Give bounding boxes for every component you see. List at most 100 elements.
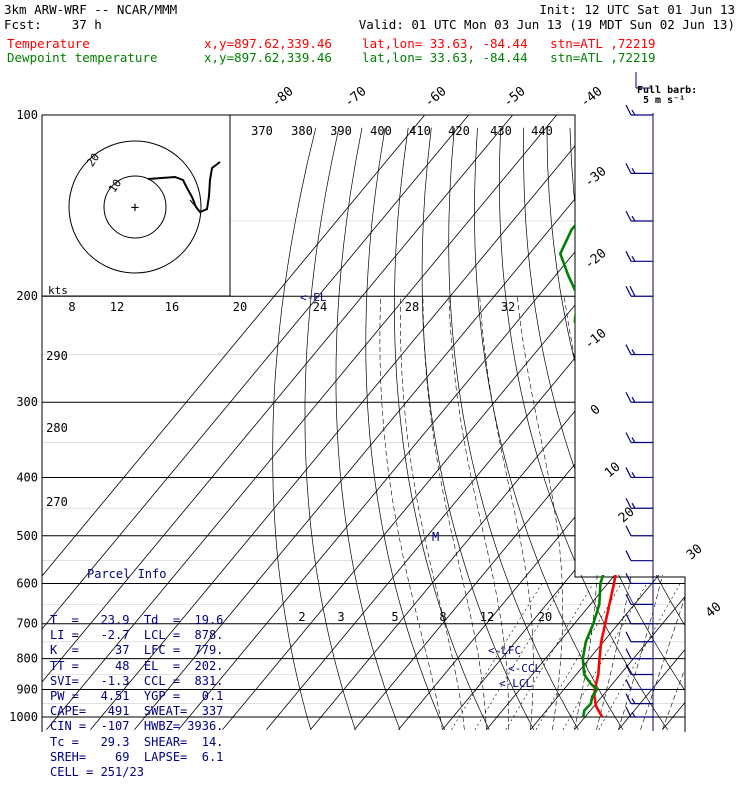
parcel-top-marker: M — [432, 530, 439, 544]
wind-barb — [626, 665, 653, 675]
barb-flag-half — [632, 256, 635, 261]
dry-adiabat — [394, 128, 489, 730]
barb-flag-half — [632, 168, 635, 173]
barb-flag-full — [626, 433, 631, 443]
pressure-tick-label: 300 — [16, 395, 38, 409]
parcel-info-row: LI = -2.7 LCL = 878. — [50, 628, 234, 643]
hodograph-units: kts — [48, 284, 68, 297]
wind-barb — [626, 679, 653, 689]
mixing-ratio-label: 2 — [298, 610, 305, 624]
mixing-ratio-label: 5 — [391, 610, 398, 624]
theta-label: 380 — [291, 124, 313, 138]
pressure-tick-label: 500 — [16, 529, 38, 543]
moist-adiabat — [380, 296, 443, 730]
barb-flag-full — [626, 594, 631, 604]
wind-barb — [626, 594, 653, 604]
parcel-info-row: PW = 4.51 YGP = 0.1 — [50, 689, 234, 704]
dry-adiabat — [366, 128, 445, 730]
barb-flag-full — [626, 707, 631, 717]
barb-flag-full — [626, 665, 631, 675]
dry-adiabat — [593, 128, 740, 730]
barb-flag-full — [626, 679, 631, 689]
pressure-tick-label: 400 — [16, 470, 38, 484]
theta-label: 430 — [490, 124, 512, 138]
pressure-tick-label: 700 — [16, 617, 38, 631]
theta-label: 410 — [409, 124, 431, 138]
barb-flag-half — [632, 110, 635, 115]
parcel-info-row: TT = 48 EL = 202. — [50, 659, 234, 674]
dry-adiabat — [616, 128, 740, 730]
dry-adiabat — [547, 128, 740, 730]
moist-adiabat — [400, 296, 464, 730]
wind-barb — [626, 251, 653, 261]
parcel-info-row: Tc = 29.3 SHEAR= 14. — [50, 735, 234, 750]
theta-label: 400 — [370, 124, 392, 138]
parcel-info-row: T = 23.9 Td = 19.6 — [50, 613, 234, 628]
mixing-ratio-label: 8 — [439, 610, 446, 624]
moist-adiabat — [423, 296, 487, 730]
isotherm-label: -10 — [582, 326, 610, 353]
barb-flag-full — [626, 551, 631, 561]
wind-barb — [626, 467, 653, 477]
level-marker-ccl: <-CCL — [508, 662, 541, 675]
dry-adiabat — [732, 128, 740, 730]
moist-adiabat — [662, 296, 740, 730]
moist-adiabat — [564, 296, 598, 730]
theta-label: 390 — [330, 124, 352, 138]
barb-legend: Full barb: 5 m s⁻¹ — [637, 85, 697, 106]
dry-adiabat — [709, 128, 740, 730]
dry-adiabat — [524, 128, 713, 730]
pressure-tick-label: 800 — [16, 652, 38, 666]
wind-barb — [626, 707, 653, 717]
pressure-tick-label: 100 — [16, 108, 38, 122]
pressure-tick-label: 200 — [16, 289, 38, 303]
barb-flag-full — [626, 467, 631, 477]
mixing-ratio-label: 20 — [538, 610, 552, 624]
wind-barb — [626, 573, 653, 583]
isotherm-label: 30 — [684, 542, 706, 564]
isotherm-line — [354, 102, 740, 730]
speed-tick-label: 8 — [68, 300, 75, 314]
isotherm-label: -40 — [578, 84, 606, 111]
wind-barb — [626, 163, 653, 173]
isotherm-line — [706, 102, 740, 730]
speed-tick-label: 12 — [110, 300, 124, 314]
level-marker-lcl: <-LCL — [499, 677, 532, 690]
theta-label: 370 — [251, 124, 273, 138]
barb-flag-half — [632, 699, 635, 704]
hodograph-center-mark: + — [131, 200, 139, 216]
mixing-ratio-label: 12 — [480, 610, 494, 624]
barb-flag-half — [632, 712, 635, 717]
wind-barb — [626, 211, 653, 221]
dry-adiabat — [273, 128, 316, 730]
speed-tick-label: 16 — [165, 300, 179, 314]
isotherm-label: 10 — [602, 460, 624, 482]
isotherm-label: 40 — [703, 600, 725, 622]
dry-adiabat — [305, 128, 355, 730]
dry-adiabat — [639, 128, 740, 730]
barb-flag-full — [626, 163, 631, 173]
isotherm-line — [662, 102, 740, 730]
wind-barb — [626, 345, 653, 355]
barb-flag-full — [626, 251, 631, 261]
barb-flag-full — [626, 526, 631, 536]
isotherm-line — [266, 102, 740, 730]
dry-adiabat — [570, 128, 740, 730]
mixing-ratio-label: 3 — [337, 610, 344, 624]
barb-legend-value: 5 m s⁻¹ — [643, 95, 685, 106]
pressure-tick-label: 600 — [16, 576, 38, 590]
barb-flag-half — [632, 397, 635, 402]
moist-adiabat — [640, 296, 740, 730]
barb-flag-half — [632, 472, 635, 477]
wind-barb — [626, 649, 653, 659]
isotherm-label: -20 — [582, 246, 610, 273]
isotherm-label: -70 — [342, 84, 370, 111]
barb-flag-full — [626, 392, 631, 402]
barb-flag-full — [626, 649, 631, 659]
theta-label-left: 290 — [46, 349, 68, 363]
pressure-tick-label: 900 — [16, 682, 38, 696]
barb-flag-half — [632, 350, 635, 355]
